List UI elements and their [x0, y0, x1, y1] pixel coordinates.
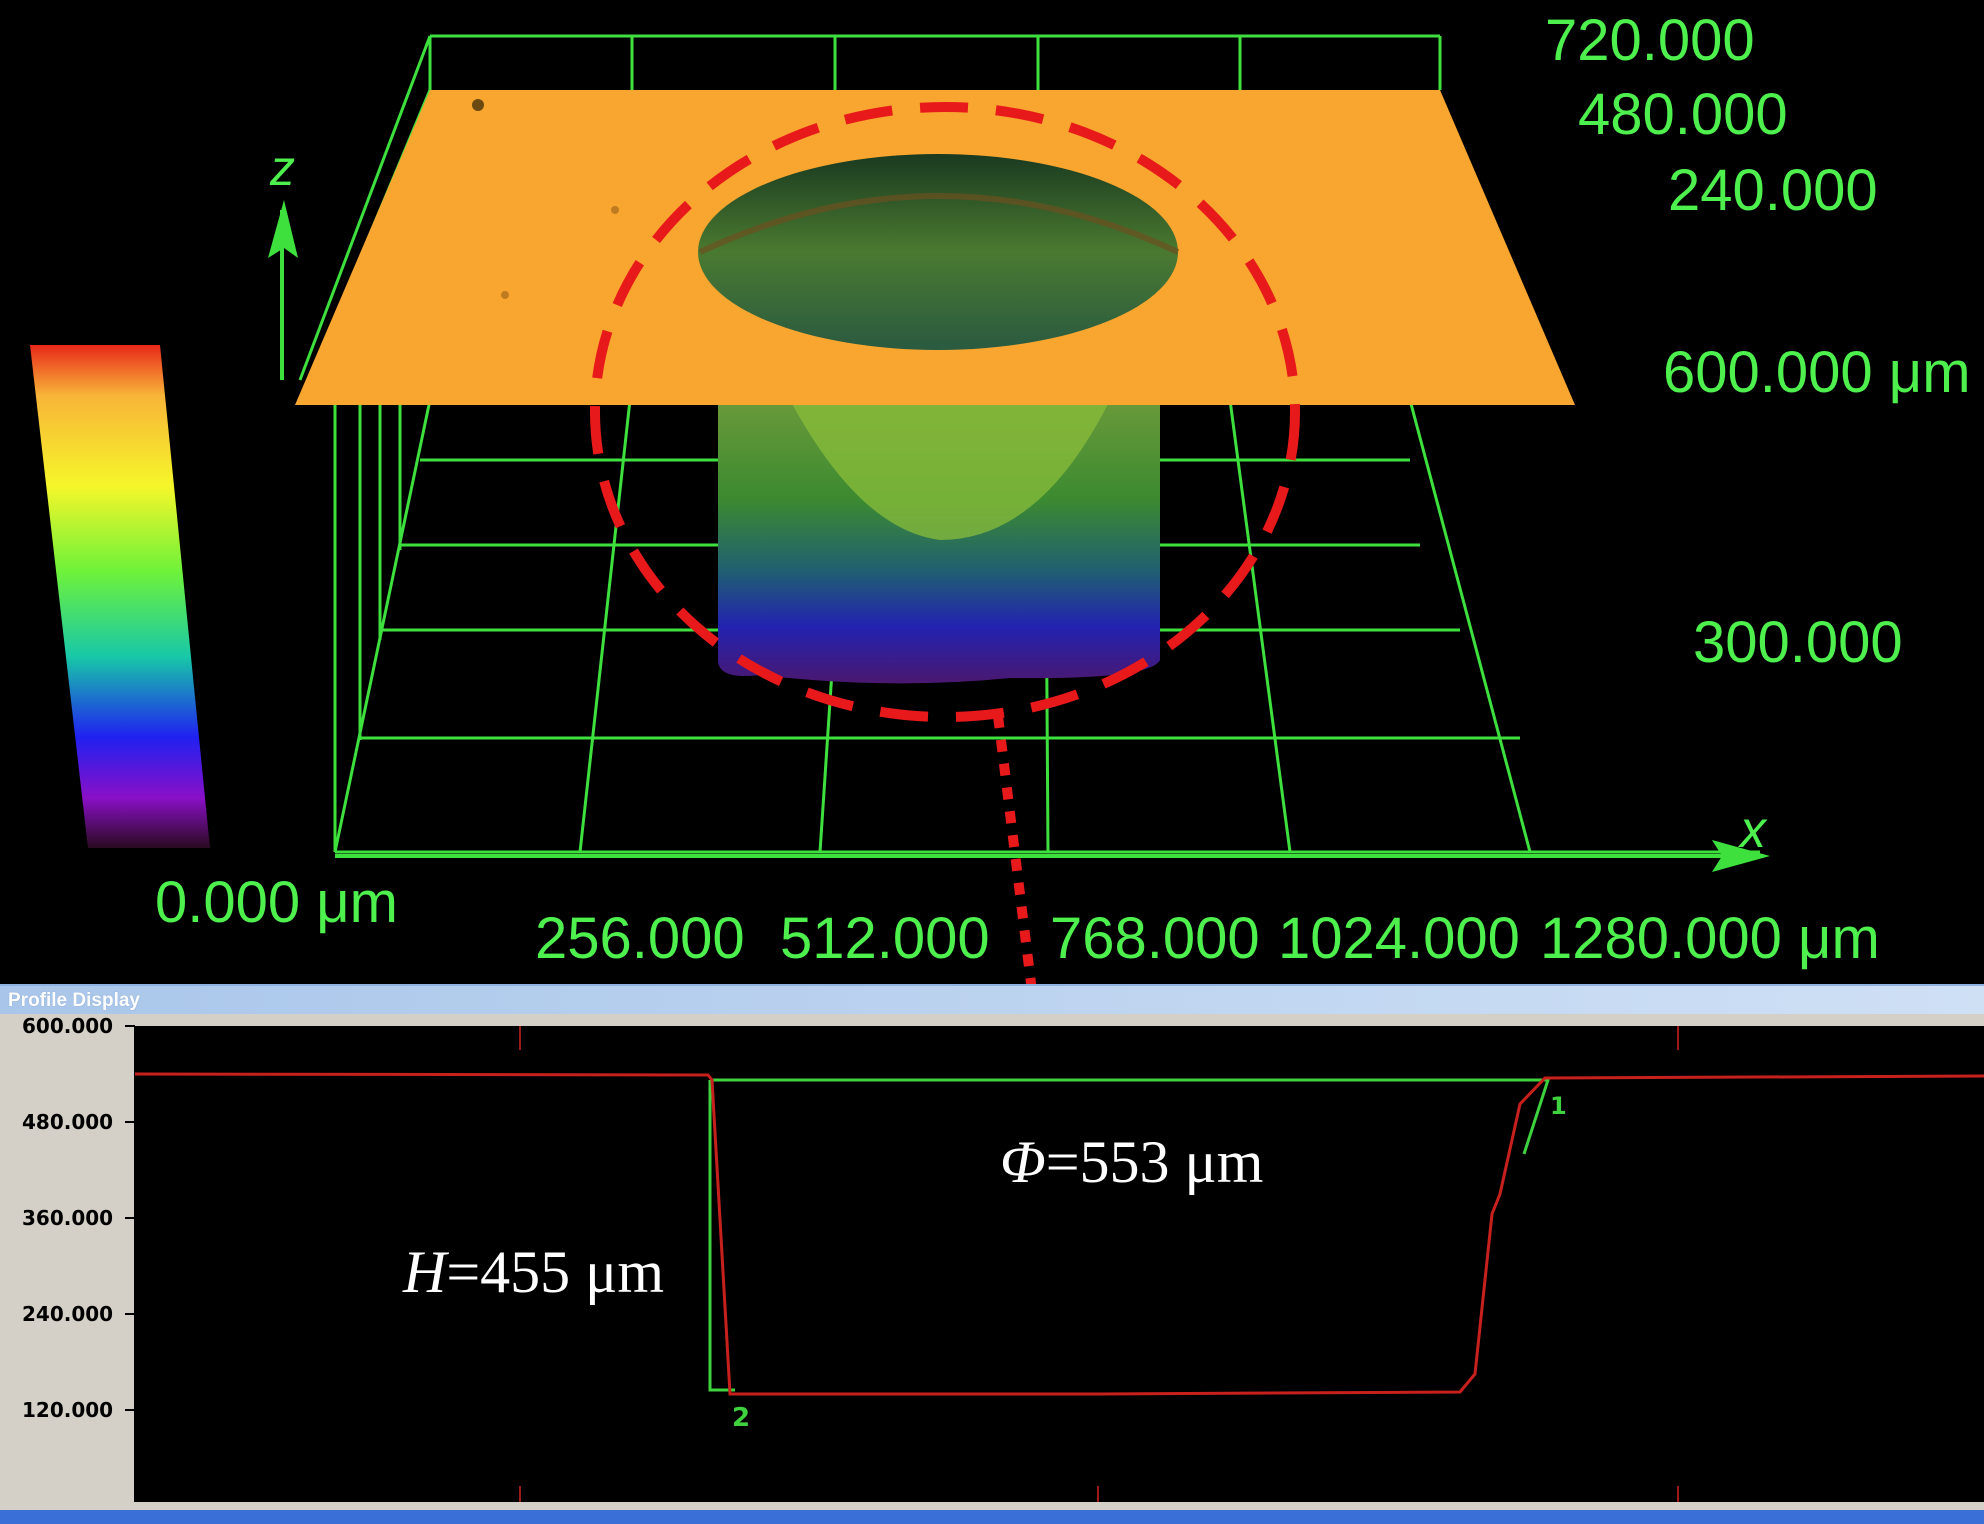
surface-defect [611, 206, 619, 214]
surface-3d-view: z x 720.000 480.000 240.000 600.000 μm 3… [30, 8, 1971, 1086]
profile-measurement-lines [708, 1078, 1551, 1392]
profile-ytick-120: 120.000 [22, 1398, 113, 1422]
surface-defect [472, 99, 484, 111]
connector-dotted-line [993, 715, 1043, 1041]
diameter-annotation: Φ=553 μm [1000, 1129, 1264, 1195]
x-axis-label-1024: 1024.000 [1278, 906, 1520, 971]
color-scale-bar [30, 345, 210, 848]
x-axis-label-1280: 1280.000 μm [1540, 906, 1880, 971]
surface-defect [501, 291, 509, 299]
z-axis-label-300: 300.000 [1693, 610, 1903, 675]
profile-ytick-360: 360.000 [22, 1206, 113, 1230]
profile-y-axis: 600.000 480.000 360.000 240.000 120.000 [22, 1014, 136, 1502]
profile-plot-area [135, 1026, 1984, 1502]
x-axis-label-768: 768.000 [1050, 906, 1260, 971]
profile-ytick-600: 600.000 [22, 1014, 113, 1038]
surface-3d-canvas [30, 34, 1770, 1086]
profile-plot: 600.000 480.000 360.000 240.000 120.000 … [22, 1014, 1984, 1502]
profile-ytick-480: 480.000 [22, 1110, 113, 1134]
z-axis-label: z [270, 140, 295, 196]
x-axis-line [335, 840, 1770, 872]
y-axis-label-720: 720.000 [1545, 8, 1755, 73]
profile-grid-marks [519, 1026, 1679, 1502]
hole-highlight-circle [590, 102, 1300, 722]
height-annotation: H=455 μm [403, 1239, 665, 1305]
y-axis-label-240: 240.000 [1668, 158, 1878, 223]
profile-marker-1[interactable]: 1 [1550, 1092, 1567, 1120]
profile-marker-2[interactable]: 2 [732, 1403, 750, 1433]
y-axis-label-480: 480.000 [1578, 82, 1788, 147]
x-axis-label-256: 256.000 [535, 906, 745, 971]
profile-display-window: Profile Display 600.000 480.000 360.000 … [0, 984, 1984, 1524]
profile-window-title: Profile Display [8, 990, 140, 1011]
x-axis-label-512: 512.000 [780, 906, 990, 971]
profile-window-titlebar[interactable]: Profile Display [0, 984, 1984, 1014]
profile-window-bottom-edge [0, 1510, 1984, 1524]
z-axis-arrow [268, 200, 298, 380]
x-axis-label: x [1740, 801, 1766, 859]
profile-curve [134, 1072, 1984, 1396]
z-axis-label-600: 600.000 μm [1663, 340, 1971, 405]
profile-ytick-240: 240.000 [22, 1302, 113, 1326]
hole-opening [698, 154, 1178, 350]
colorbar-min-label: 0.000 μm [155, 870, 398, 935]
hole-inner-slope [790, 400, 1110, 540]
